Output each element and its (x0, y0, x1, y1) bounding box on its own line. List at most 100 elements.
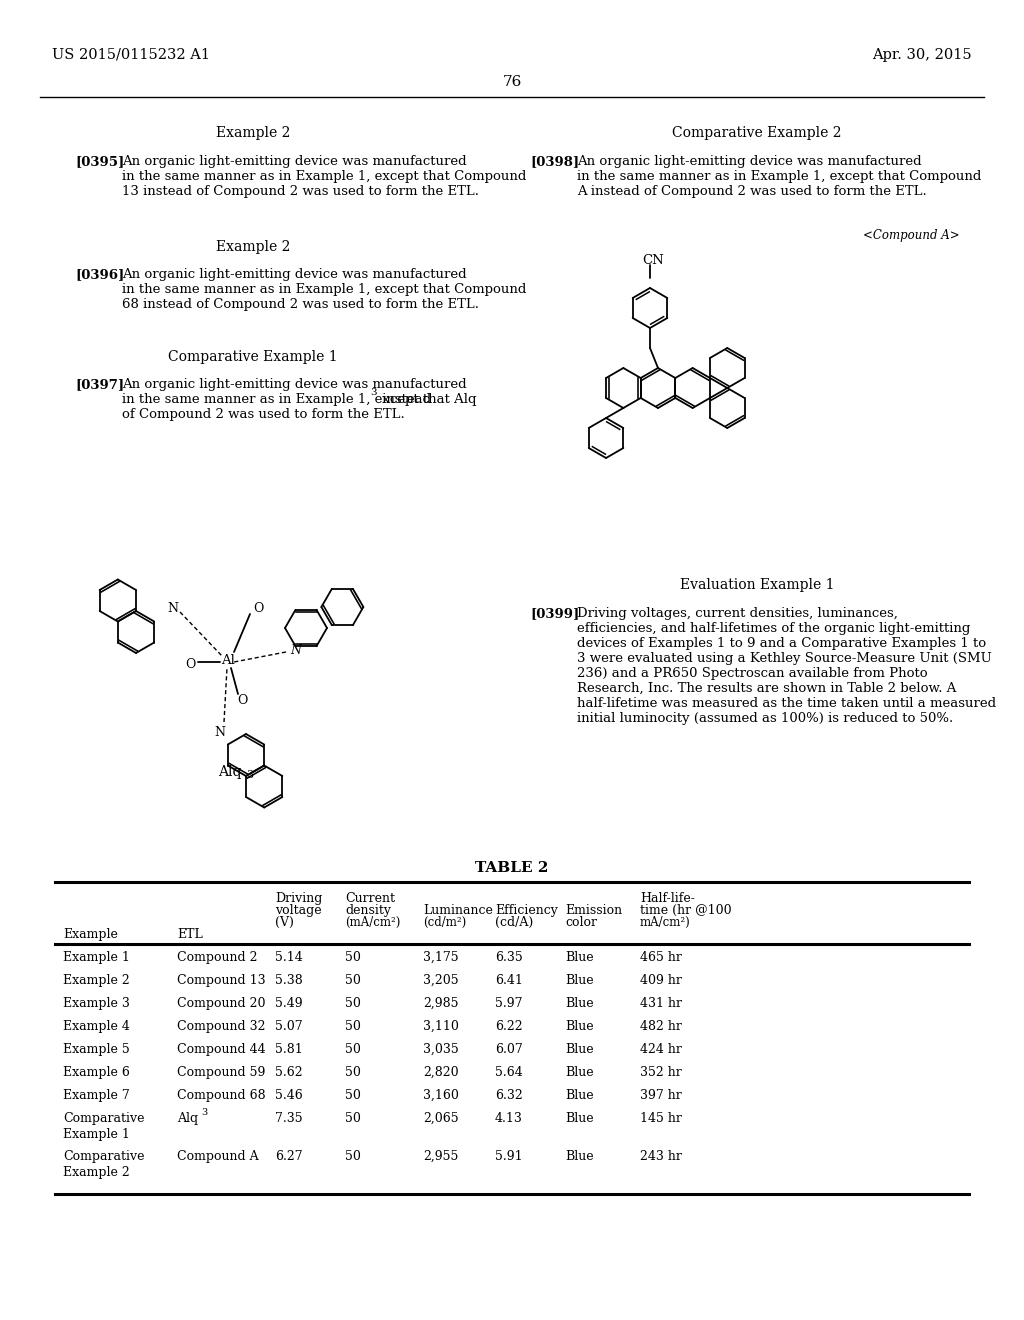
Text: (cd/m²): (cd/m²) (423, 916, 466, 929)
Text: Efficiency: Efficiency (495, 904, 558, 917)
Text: Compound 32: Compound 32 (177, 1020, 265, 1034)
Text: <Compound A>: <Compound A> (863, 228, 961, 242)
Text: Compound 13: Compound 13 (177, 974, 265, 987)
Text: Driving voltages, current densities, luminances,
efficiencies, and half-lifetime: Driving voltages, current densities, lum… (577, 607, 996, 725)
Text: Blue: Blue (565, 1150, 594, 1163)
Text: 145 hr: 145 hr (640, 1111, 682, 1125)
Text: 50: 50 (345, 1020, 360, 1034)
Text: An organic light-emitting device was manufactured
in the same manner as in Examp: An organic light-emitting device was man… (122, 154, 526, 198)
Text: Compound 2: Compound 2 (177, 950, 257, 964)
Text: 352 hr: 352 hr (640, 1067, 682, 1078)
Text: Example 1: Example 1 (63, 950, 130, 964)
Text: Example 3: Example 3 (63, 997, 130, 1010)
Text: [0396]: [0396] (75, 268, 124, 281)
Text: 50: 50 (345, 974, 360, 987)
Text: 6.35: 6.35 (495, 950, 522, 964)
Text: Current: Current (345, 892, 395, 906)
Text: 4.13: 4.13 (495, 1111, 523, 1125)
Text: Example 2: Example 2 (216, 125, 290, 140)
Text: Half-life-: Half-life- (640, 892, 695, 906)
Text: Luminance: Luminance (423, 904, 493, 917)
Text: (mA/cm²): (mA/cm²) (345, 916, 400, 929)
Text: 5.97: 5.97 (495, 997, 522, 1010)
Text: 424 hr: 424 hr (640, 1043, 682, 1056)
Text: US 2015/0115232 A1: US 2015/0115232 A1 (52, 48, 210, 62)
Text: 5.64: 5.64 (495, 1067, 522, 1078)
Text: 50: 50 (345, 1067, 360, 1078)
Text: 431 hr: 431 hr (640, 997, 682, 1010)
Text: 50: 50 (345, 997, 360, 1010)
Text: 5.46: 5.46 (275, 1089, 303, 1102)
Text: 5.38: 5.38 (275, 974, 303, 987)
Text: 5.81: 5.81 (275, 1043, 303, 1056)
Text: time (hr @100: time (hr @100 (640, 904, 731, 917)
Text: Al: Al (221, 653, 234, 667)
Text: Example 2: Example 2 (63, 974, 130, 987)
Text: An organic light-emitting device was manufactured
in the same manner as in Examp: An organic light-emitting device was man… (122, 268, 526, 312)
Text: ETL: ETL (177, 928, 203, 941)
Text: mA/cm²): mA/cm²) (640, 916, 691, 929)
Text: An organic light-emitting device was manufactured: An organic light-emitting device was man… (122, 378, 467, 391)
Text: 465 hr: 465 hr (640, 950, 682, 964)
Text: 2,955: 2,955 (423, 1150, 459, 1163)
Text: Blue: Blue (565, 950, 594, 964)
Text: Compound 68: Compound 68 (177, 1089, 265, 1102)
Text: Comparative Example 2: Comparative Example 2 (672, 125, 842, 140)
Text: O: O (253, 602, 263, 615)
Text: 5.14: 5.14 (275, 950, 303, 964)
Text: Example 6: Example 6 (63, 1067, 130, 1078)
Text: Alq: Alq (177, 1111, 198, 1125)
Text: 50: 50 (345, 1150, 360, 1163)
Text: density: density (345, 904, 391, 917)
Text: color: color (565, 916, 597, 929)
Text: Example: Example (63, 928, 118, 941)
Text: 5.91: 5.91 (495, 1150, 522, 1163)
Text: CN: CN (642, 253, 664, 267)
Text: Compound 59: Compound 59 (177, 1067, 265, 1078)
Text: 2,065: 2,065 (423, 1111, 459, 1125)
Text: Comparative
Example 1: Comparative Example 1 (63, 1111, 144, 1140)
Text: 3,110: 3,110 (423, 1020, 459, 1034)
Text: 3,175: 3,175 (423, 950, 459, 964)
Text: Compound 20: Compound 20 (177, 997, 265, 1010)
Text: 3: 3 (370, 388, 377, 397)
Text: N: N (214, 726, 225, 738)
Text: Example 2: Example 2 (216, 240, 290, 253)
Text: Blue: Blue (565, 1067, 594, 1078)
Text: Apr. 30, 2015: Apr. 30, 2015 (872, 48, 972, 62)
Text: 5.07: 5.07 (275, 1020, 303, 1034)
Text: 3: 3 (201, 1107, 207, 1117)
Text: (cd/A): (cd/A) (495, 916, 534, 929)
Text: instead: instead (378, 393, 431, 407)
Text: 5.49: 5.49 (275, 997, 303, 1010)
Text: An organic light-emitting device was manufactured
in the same manner as in Examp: An organic light-emitting device was man… (577, 154, 981, 198)
Text: 6.22: 6.22 (495, 1020, 522, 1034)
Text: 3,035: 3,035 (423, 1043, 459, 1056)
Text: Compound A: Compound A (177, 1150, 259, 1163)
Text: 2,820: 2,820 (423, 1067, 459, 1078)
Text: [0397]: [0397] (75, 378, 124, 391)
Text: Comparative
Example 2: Comparative Example 2 (63, 1150, 144, 1179)
Text: 50: 50 (345, 1043, 360, 1056)
Text: 3: 3 (246, 770, 253, 780)
Text: 6.27: 6.27 (275, 1150, 303, 1163)
Text: of Compound 2 was used to form the ETL.: of Compound 2 was used to form the ETL. (122, 408, 404, 421)
Text: Blue: Blue (565, 974, 594, 987)
Text: 6.07: 6.07 (495, 1043, 522, 1056)
Text: Emission: Emission (565, 904, 623, 917)
Text: TABLE 2: TABLE 2 (475, 861, 549, 875)
Text: Example 5: Example 5 (63, 1043, 130, 1056)
Text: 2,985: 2,985 (423, 997, 459, 1010)
Text: Blue: Blue (565, 997, 594, 1010)
Text: Blue: Blue (565, 1089, 594, 1102)
Text: 3,205: 3,205 (423, 974, 459, 987)
Text: N: N (291, 644, 301, 656)
Text: Example 7: Example 7 (63, 1089, 130, 1102)
Text: 409 hr: 409 hr (640, 974, 682, 987)
Text: Compound 44: Compound 44 (177, 1043, 265, 1056)
Text: [0399]: [0399] (530, 607, 580, 620)
Text: 7.35: 7.35 (275, 1111, 303, 1125)
Text: (V): (V) (275, 916, 294, 929)
Text: 397 hr: 397 hr (640, 1089, 682, 1102)
Text: 50: 50 (345, 950, 360, 964)
